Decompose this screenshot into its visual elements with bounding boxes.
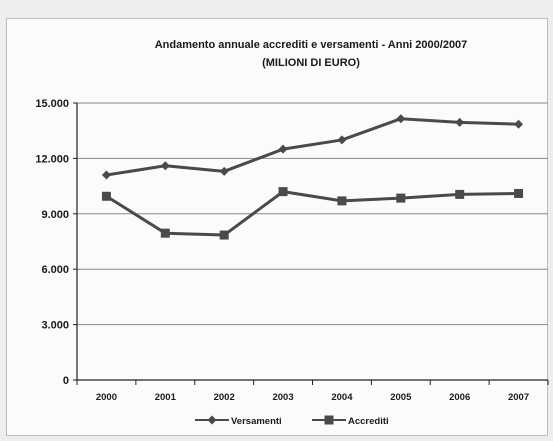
- series-line-accrediti: [105, 190, 519, 237]
- y-axis-ticks: 0 3.000 6.000 9.000 12.000 15.000: [35, 98, 77, 387]
- series-accrediti: [101, 187, 524, 240]
- chart-title: Andamento annuale accrediti e versamenti…: [155, 39, 468, 51]
- data-point-accrediti: [455, 189, 465, 199]
- data-point-versamenti: [101, 170, 111, 180]
- y-tick-label: 6.000: [41, 264, 69, 276]
- y-tick-label: 12.000: [35, 153, 69, 165]
- legend-label-versamenti: Versamenti: [231, 416, 282, 427]
- data-point-versamenti: [160, 161, 170, 171]
- x-tick-label: 2003: [272, 392, 293, 403]
- gridlines: [77, 102, 548, 326]
- x-axis-ticks: 2000 2001 2002 2003 2004 2005 2006 2007: [76, 380, 549, 403]
- legend-marker-accrediti: [324, 415, 334, 425]
- data-point-versamenti: [514, 119, 524, 129]
- x-tick-label: 2007: [508, 392, 529, 403]
- series-lines: [101, 114, 524, 240]
- x-tick-label: 2005: [390, 392, 412, 403]
- data-point-accrediti: [101, 191, 111, 201]
- data-point-accrediti: [337, 196, 347, 206]
- legend-label-accrediti: Accrediti: [348, 416, 389, 427]
- x-tick-label: 2006: [449, 392, 470, 403]
- legend-marker-versamenti: [207, 415, 217, 425]
- chart-frame: [6, 18, 548, 436]
- data-point-accrediti: [160, 228, 170, 238]
- x-tick-label: 2001: [155, 392, 177, 403]
- legend-item-versamenti: Versamenti: [195, 415, 282, 427]
- data-point-accrediti: [219, 230, 229, 240]
- data-point-accrediti: [514, 188, 524, 198]
- chart-subtitle: (MILIONI DI EURO): [262, 57, 360, 69]
- data-point-versamenti: [455, 117, 465, 127]
- data-point-versamenti: [396, 114, 406, 124]
- data-point-versamenti: [337, 135, 347, 145]
- data-point-accrediti: [278, 187, 288, 197]
- y-tick-label: 15.000: [35, 98, 69, 110]
- legend: Versamenti Accrediti: [195, 415, 389, 427]
- series-versamenti: [101, 114, 524, 180]
- data-point-versamenti: [219, 166, 229, 176]
- y-tick-label: 0: [63, 375, 69, 387]
- y-tick-label: 3.000: [41, 320, 69, 332]
- data-point-versamenti: [278, 144, 288, 154]
- data-point-accrediti: [396, 193, 406, 203]
- series-line-versamenti: [106, 117, 519, 177]
- y-tick-label: 9.000: [41, 209, 69, 221]
- legend-item-accrediti: Accrediti: [312, 415, 389, 427]
- x-tick-label: 2004: [331, 392, 353, 403]
- x-tick-label: 2000: [96, 392, 117, 403]
- x-tick-label: 2002: [214, 392, 235, 403]
